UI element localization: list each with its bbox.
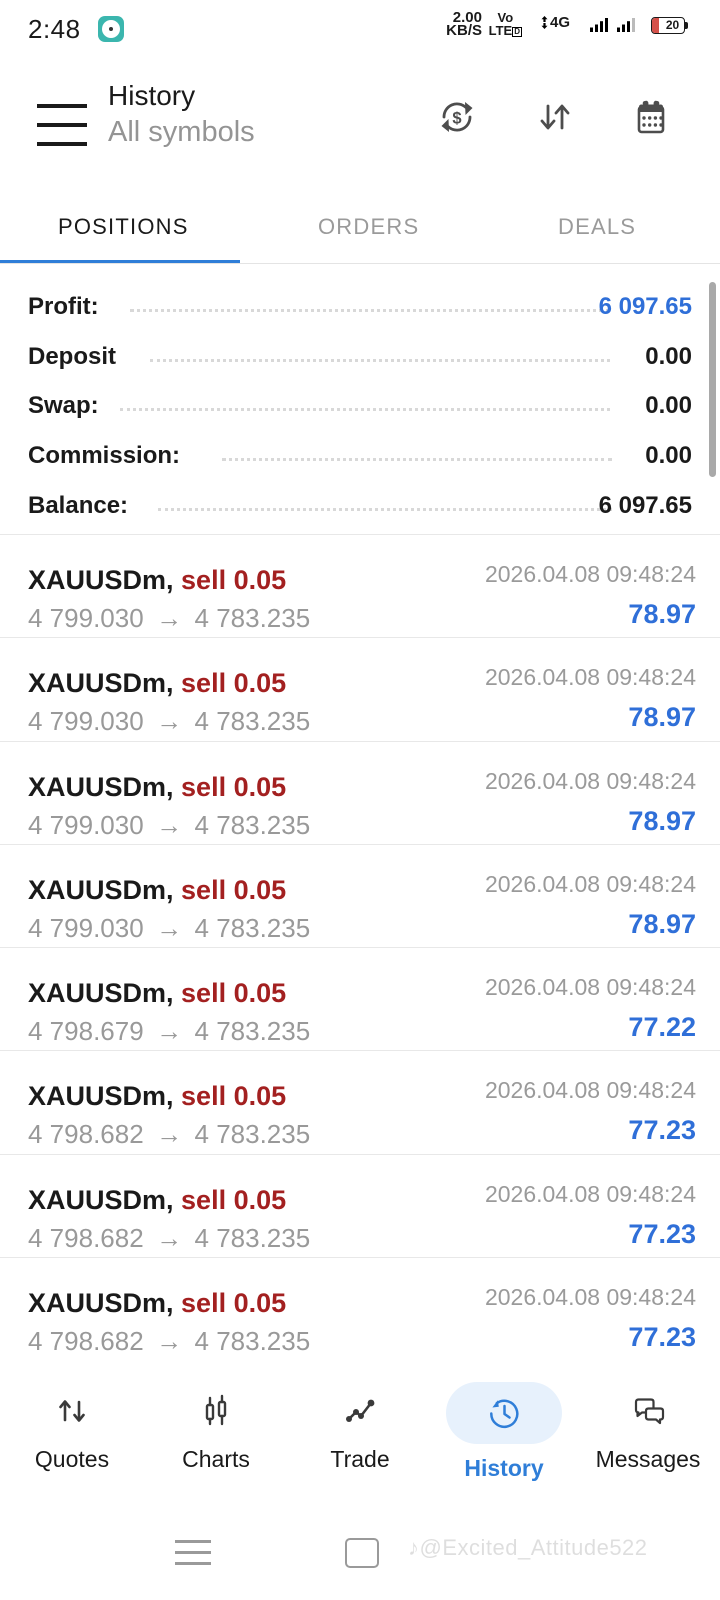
- svg-text:$: $: [452, 110, 461, 128]
